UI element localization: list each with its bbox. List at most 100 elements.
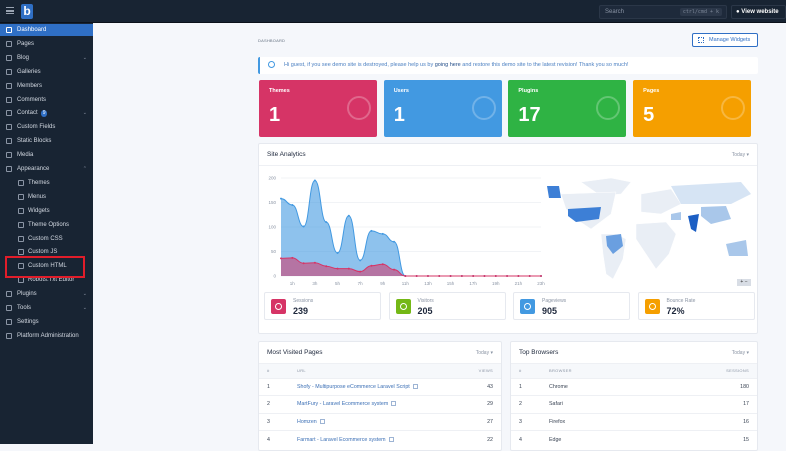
sidebar-item-members[interactable]: Members [0,80,93,92]
contact-icon [6,110,12,117]
sidebar-item-comments[interactable]: Comments [0,94,93,106]
external-link-icon[interactable] [319,418,325,424]
logo[interactable]: b [21,4,33,19]
sidebar-item-blog[interactable]: Blog ⌄ [0,52,93,64]
column-header: URL [289,364,463,378]
bolt-icon [644,299,660,314]
stat-label: Sessions [293,298,314,304]
table-cell: 1 [259,377,289,396]
info-icon [268,61,275,68]
external-link-icon[interactable] [391,401,397,407]
view-website-button[interactable]: ● View website [731,5,786,19]
data-point [359,259,362,262]
data-point [494,275,497,277]
sidebar-item-custom-fields[interactable]: Custom Fields [0,121,93,133]
stat-card-plugins[interactable]: Plugins 17 [508,80,627,137]
sidebar-item-media[interactable]: Media [0,149,93,161]
count-badge: 9 [40,110,48,118]
sidebar-item-label: Plugins [17,291,37,298]
map-usa [568,207,601,222]
sidebar-item-label: Settings [17,318,39,325]
table-cell: Chrome [541,377,649,396]
sidebar-item-custom-html[interactable]: Custom HTML [0,260,93,272]
sidebar-item-appearance[interactable]: Appearance ⌃ [0,163,93,175]
users-icon [471,96,496,120]
sidebar-item-label: Theme Options [28,221,70,228]
table-cell: 22 [462,430,501,448]
top-browsers-panel: Top Browsers Today ▾ # BROWSER SESSIONS 1 Ch… [510,341,758,451]
sidebar-item-label: Contact [17,110,38,117]
table-row: 3 Firefox 16 [511,412,757,431]
chevron-icon: ⌄ [82,54,87,61]
table-row: 1 Chrome 180 [511,377,757,396]
data-point [540,275,542,277]
menu-toggle-icon[interactable] [6,7,14,14]
map-zoom-out[interactable]: − [744,279,748,285]
copy-icon [721,96,746,120]
card-title: Themes [269,88,290,94]
alert-link[interactable]: going here [434,62,461,68]
platform-administration-icon [6,332,12,339]
stat-card-themes[interactable]: Themes 1 [259,80,377,137]
top-browsers-period-dropdown[interactable]: Today ▾ [731,350,749,356]
theme-options-icon [18,221,24,228]
sidebar-item-settings[interactable]: Settings [0,316,93,328]
stat-label: Bounce Rate [666,298,696,304]
table-cell: Shofy - Multipurpose eCommerce Laravel S… [289,377,463,396]
sidebar-item-contact[interactable]: Contact 9 ⌄ [0,107,93,119]
sidebar-item-label: Dashboard [17,27,47,33]
x-tick-label: 3h [312,281,318,286]
sidebar-item-label: Custom CSS [28,235,63,242]
sidebar-item-platform-administration[interactable]: Platform Administration [0,330,93,342]
external-link-icon[interactable] [388,436,394,442]
card-value: 1 [269,104,281,126]
sidebar-item-galleries[interactable]: Galleries [0,66,93,78]
most-visited-table: # URL VIEWS 1 Shofy - Multipurpose eCommerce… [259,364,501,448]
sidebar-item-custom-js[interactable]: Custom JS [0,246,93,258]
sidebar-item-label: Themes [28,179,50,186]
data-point [325,221,328,224]
map-russia [671,182,751,204]
series-area-0 [281,180,541,276]
sidebar-item-custom-css[interactable]: Custom CSS [0,233,93,245]
series-area-1 [281,257,541,276]
sidebar-item-plugins[interactable]: Plugins ⌄ [0,288,93,300]
blog-icon [6,54,12,61]
palette-icon [347,96,371,120]
sidebar-item-theme-options[interactable]: Theme Options [0,219,93,231]
sidebar-item-label: Appearance [17,166,50,172]
sidebar-item-tools[interactable]: Tools ⌄ [0,302,93,314]
table-cell: Firefox [541,412,649,431]
world-map[interactable] [541,174,756,284]
sidebar-item-static-blocks[interactable]: Static Blocks [0,135,93,147]
page-link[interactable]: Farmart - Laravel Ecommerce system [297,436,386,443]
table-row: 3 Homzen 27 [259,412,501,431]
x-tick-label: 21h [515,281,523,286]
map-zoom-in[interactable]: + [740,279,744,285]
data-point [280,257,282,260]
search-input[interactable]: Search ctrl/cmd + k [599,5,727,19]
card-value: 1 [393,104,405,126]
analytics-period-dropdown[interactable]: Today ▾ [731,152,749,158]
manage-widgets-button[interactable]: Manage Widgets [692,33,758,47]
map-zoom-controls[interactable]: + − [737,279,751,286]
page-link[interactable]: Shofy - Multipurpose eCommerce Laravel S… [297,383,410,390]
table-cell: Safari [541,395,649,413]
sidebar-item-menus[interactable]: Menus [0,191,93,203]
sidebar-item-themes[interactable]: Themes [0,177,93,189]
most-visited-period-dropdown[interactable]: Today ▾ [475,350,493,356]
sidebar-item-label: Tools [17,305,32,311]
table-row: 4 Farmart - Laravel Ecommerce system 22 [259,430,501,448]
stat-card-users[interactable]: Users 1 [383,80,502,137]
table-cell: 4 [259,430,289,448]
stat-card-pages[interactable]: Pages 5 [633,80,752,137]
menus-icon [18,193,24,200]
sidebar-item-widgets[interactable]: Widgets [0,205,93,217]
members-icon [6,82,12,89]
page-link[interactable]: MartFury - Laravel Ecommerce system [297,401,389,408]
external-link-icon[interactable] [412,383,418,389]
page-link[interactable]: Homzen [297,418,317,425]
sidebar-item-dashboard[interactable]: Dashboard [0,24,93,36]
x-tick-label: 13h [424,281,432,286]
sidebar-item-pages[interactable]: Pages [0,38,93,50]
